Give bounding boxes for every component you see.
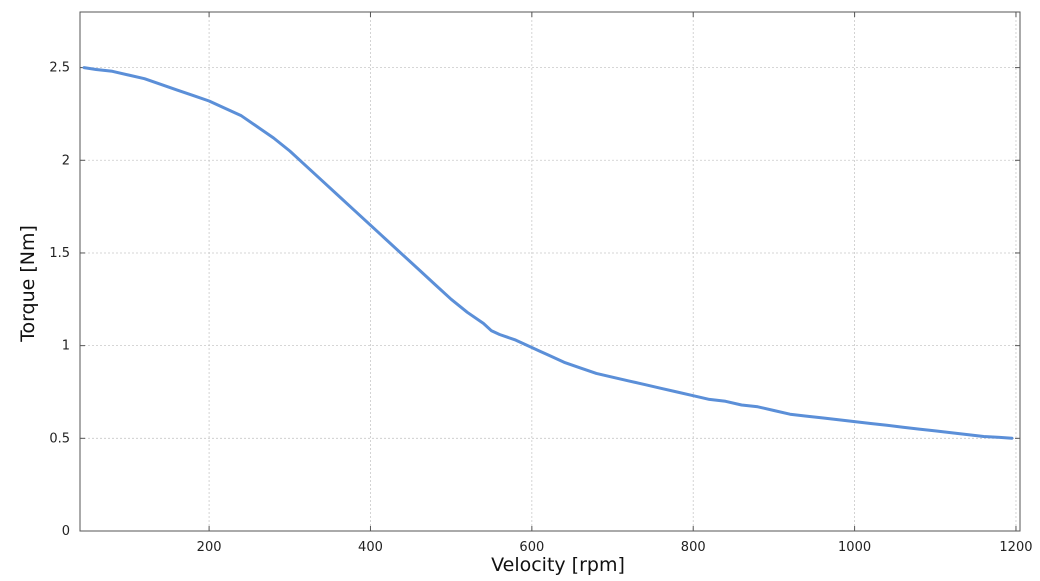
y-tick-label: 2.5: [49, 61, 70, 76]
y-tick-label: 1: [62, 339, 70, 354]
torque-curve: [82, 66, 1014, 440]
x-tick-label: 1200: [999, 540, 1032, 555]
x-tick-label: 600: [519, 540, 544, 555]
y-tick-label: 1.5: [49, 246, 70, 261]
x-tick-label: 400: [358, 540, 383, 555]
x-tick-label: 800: [681, 540, 706, 555]
y-tick-label: 2: [62, 153, 70, 168]
x-axis-title: Velocity [rpm]: [491, 554, 625, 576]
y-axis-title: Torque [Nm]: [17, 225, 39, 343]
x-tick-label: 200: [197, 540, 222, 555]
y-tick-label: 0: [62, 524, 70, 539]
plot-frame: [79, 11, 1021, 532]
axis-ticks: 200 400 600 800 1000 1200 0 0.5 1 1.5 2 2.5: [49, 12, 1033, 555]
y-tick-label: 0.5: [49, 431, 70, 446]
x-tick-label: 1000: [838, 540, 871, 555]
grid: [80, 12, 1020, 531]
series-layer: [82, 66, 1014, 440]
